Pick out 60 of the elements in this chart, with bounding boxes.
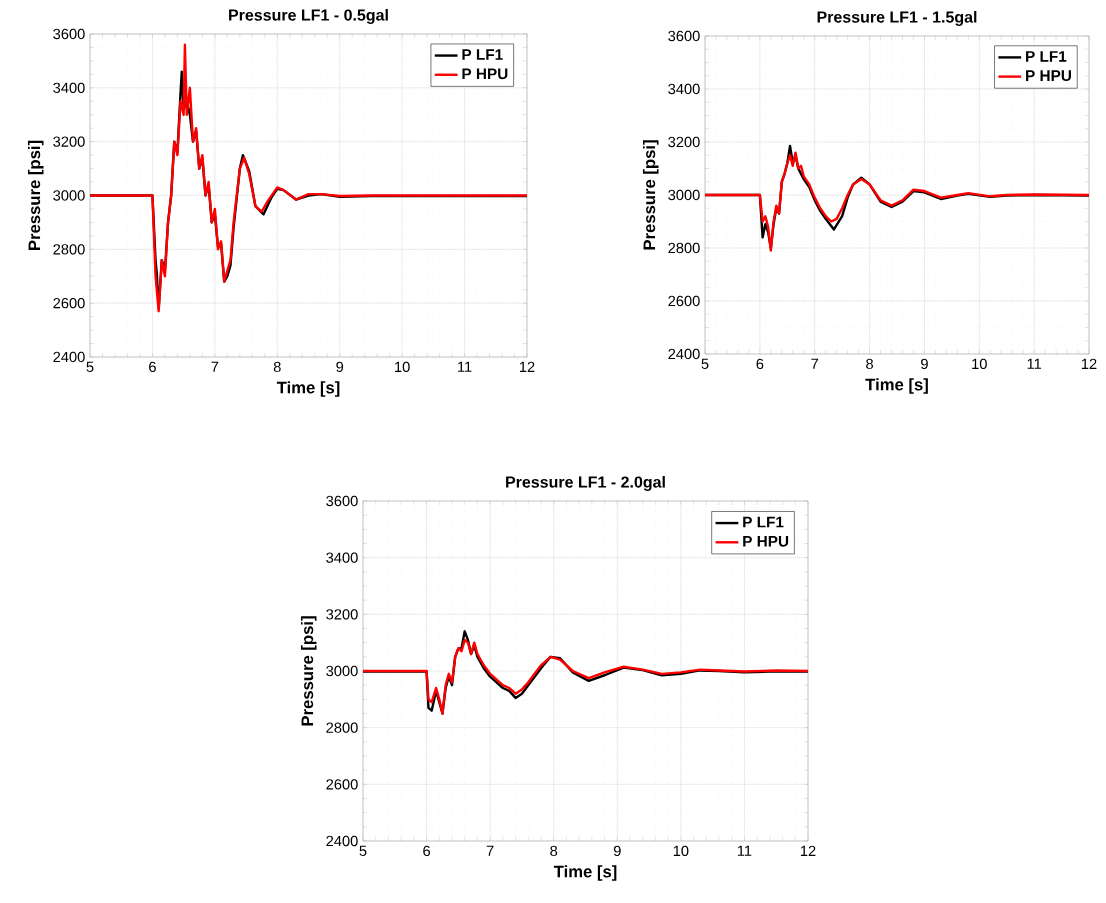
x-tick-label: 9 xyxy=(336,361,344,373)
y-tick-label: 2600 xyxy=(53,297,85,309)
y-tick-label: 3200 xyxy=(53,136,85,147)
y-tick-label: 3200 xyxy=(326,609,358,620)
x-tick-label: 11 xyxy=(1027,358,1042,369)
legend-label: P HPU xyxy=(462,68,508,80)
y-tick-label: 2400 xyxy=(53,351,85,363)
y-tick-label: 3000 xyxy=(53,190,85,201)
x-tick-label: 6 xyxy=(756,358,764,370)
x-tick-label: 7 xyxy=(486,845,494,856)
y-tick-label: 3600 xyxy=(53,28,85,40)
legend-label: P LF1 xyxy=(1026,51,1067,62)
x-tick-label: 12 xyxy=(519,361,535,372)
y-tick-label: 3400 xyxy=(668,83,700,95)
legend-label: P HPU xyxy=(743,536,789,547)
x-tick-label: 11 xyxy=(737,845,752,856)
x-tick-label: 8 xyxy=(866,358,874,370)
y-axis-title: Pressure [psi] xyxy=(642,140,659,250)
x-tick-label: 11 xyxy=(458,361,472,372)
y-tick-label: 2400 xyxy=(326,835,358,847)
y-tick-label: 3600 xyxy=(326,495,358,507)
y-tick-label: 2600 xyxy=(668,295,700,307)
y-tick-label: 3000 xyxy=(326,665,358,677)
y-tick-label: 2400 xyxy=(668,348,700,360)
x-tick-label: 12 xyxy=(1081,358,1097,369)
y-tick-label: 3000 xyxy=(668,189,700,201)
x-tick-label: 12 xyxy=(800,845,816,856)
x-tick-label: 7 xyxy=(211,361,219,372)
y-tick-label: 2800 xyxy=(326,722,358,733)
x-tick-label: 10 xyxy=(395,361,410,373)
x-tick-label: 7 xyxy=(811,358,819,369)
legend-label: P LF1 xyxy=(462,49,503,60)
y-tick-label: 3400 xyxy=(53,82,85,94)
x-axis-title: Time [s] xyxy=(553,865,617,881)
x-axis-title: Time [s] xyxy=(865,378,928,394)
x-tick-label: 6 xyxy=(149,361,156,373)
legend-label: P LF1 xyxy=(743,516,784,528)
x-tick-label: 9 xyxy=(921,358,928,370)
y-tick-label: 2800 xyxy=(668,242,700,254)
chart-title: Pressure LF1 - 2.0gal xyxy=(506,475,665,491)
chart-title: Pressure LF1 - 0.5gal xyxy=(229,8,388,24)
x-axis-title: Time [s] xyxy=(276,381,340,397)
y-tick-label: 3400 xyxy=(326,552,358,563)
x-tick-label: 8 xyxy=(273,361,281,373)
chart-title: Pressure LF1 - 1.5gal xyxy=(817,10,977,26)
legend-label: P HPU xyxy=(1026,70,1071,82)
x-tick-label: 10 xyxy=(673,845,689,857)
y-tick-label: 2600 xyxy=(326,779,358,790)
x-tick-label: 10 xyxy=(972,358,987,370)
y-axis-title: Pressure [psi] xyxy=(27,140,44,250)
x-tick-label: 5 xyxy=(86,361,94,372)
y-axis-title: Pressure [psi] xyxy=(300,616,317,726)
y-tick-label: 2800 xyxy=(53,244,85,255)
x-tick-label: 6 xyxy=(423,845,431,857)
x-tick-label: 9 xyxy=(613,845,621,857)
x-tick-label: 8 xyxy=(550,845,558,857)
x-tick-label: 5 xyxy=(701,358,709,369)
y-tick-label: 3600 xyxy=(668,30,700,42)
y-tick-label: 3200 xyxy=(668,136,700,148)
x-tick-label: 5 xyxy=(359,845,367,856)
